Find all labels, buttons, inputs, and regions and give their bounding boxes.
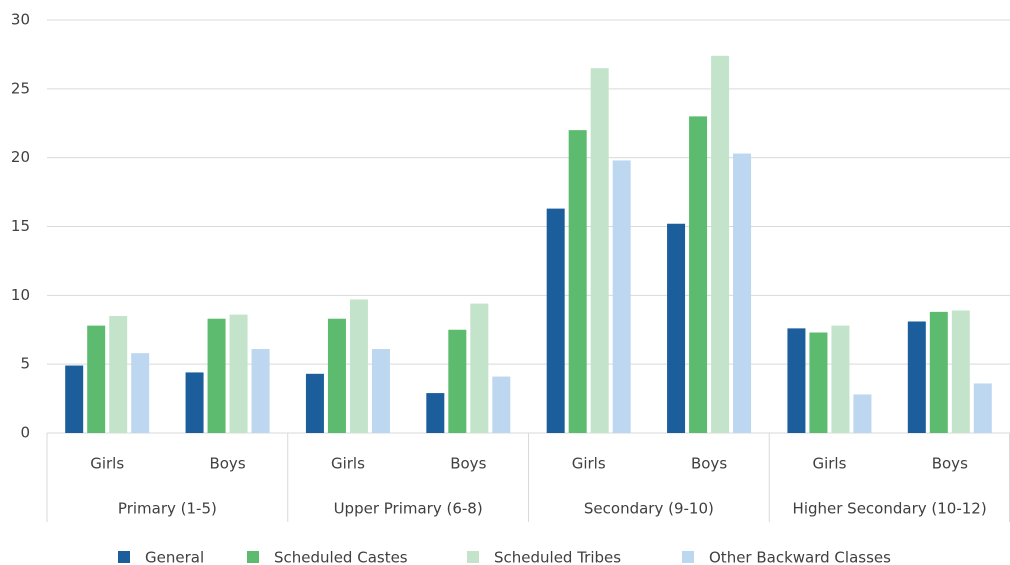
group-label: Upper Primary (6-8) — [334, 500, 483, 518]
bar — [809, 332, 828, 433]
bar — [711, 55, 730, 433]
bar — [371, 349, 390, 433]
bar — [207, 318, 226, 433]
bar — [327, 318, 346, 433]
y-tick-label: 20 — [11, 148, 30, 166]
x-tick-label: Boys — [209, 455, 245, 473]
bar — [87, 325, 106, 433]
x-tick-label: Boys — [691, 455, 727, 473]
bar — [733, 153, 752, 433]
bar — [590, 68, 609, 433]
bar — [65, 365, 84, 433]
bar — [470, 303, 489, 433]
y-tick-label: 10 — [11, 286, 30, 304]
bar — [251, 349, 270, 433]
group-label: Primary (1-5) — [118, 500, 217, 518]
bar — [546, 208, 565, 433]
legend-swatch — [118, 551, 130, 563]
y-tick-label: 25 — [11, 79, 30, 97]
y-tick-label: 5 — [20, 355, 30, 373]
bar — [612, 160, 631, 434]
bar — [349, 299, 368, 433]
legend-swatch — [247, 551, 259, 563]
bar — [185, 372, 204, 433]
bar — [426, 393, 445, 433]
bar — [689, 116, 708, 433]
bar — [951, 310, 970, 433]
bar — [229, 314, 248, 433]
bar — [131, 353, 150, 433]
bar — [448, 329, 467, 433]
group-label: Secondary (9-10) — [584, 500, 714, 518]
legend-swatch — [467, 551, 479, 563]
legend-swatch — [682, 551, 694, 563]
y-tick-label: 0 — [20, 424, 30, 442]
x-tick-label: Girls — [331, 455, 365, 473]
bar — [973, 383, 992, 433]
bar — [305, 373, 324, 433]
y-tick-label: 30 — [11, 11, 30, 29]
bar — [492, 376, 511, 433]
x-tick-label: Girls — [812, 455, 846, 473]
group-label: Higher Secondary (10-12) — [793, 500, 987, 518]
x-tick-label: Girls — [90, 455, 124, 473]
legend-label: Scheduled Castes — [274, 549, 408, 565]
y-tick-label: 15 — [11, 217, 30, 235]
bar — [667, 223, 686, 433]
legend-label: General — [145, 549, 204, 565]
x-tick-label: Girls — [572, 455, 606, 473]
x-tick-label: Boys — [932, 455, 968, 473]
x-tick-label: Boys — [450, 455, 486, 473]
bar — [907, 321, 926, 433]
bar — [787, 328, 806, 433]
bar — [109, 315, 128, 433]
bar — [568, 130, 587, 433]
legend-label: Scheduled Tribes — [494, 549, 621, 565]
bar — [929, 311, 948, 433]
legend-label: Other Backward Classes — [709, 549, 891, 565]
bar — [853, 394, 872, 433]
bar — [831, 325, 850, 433]
